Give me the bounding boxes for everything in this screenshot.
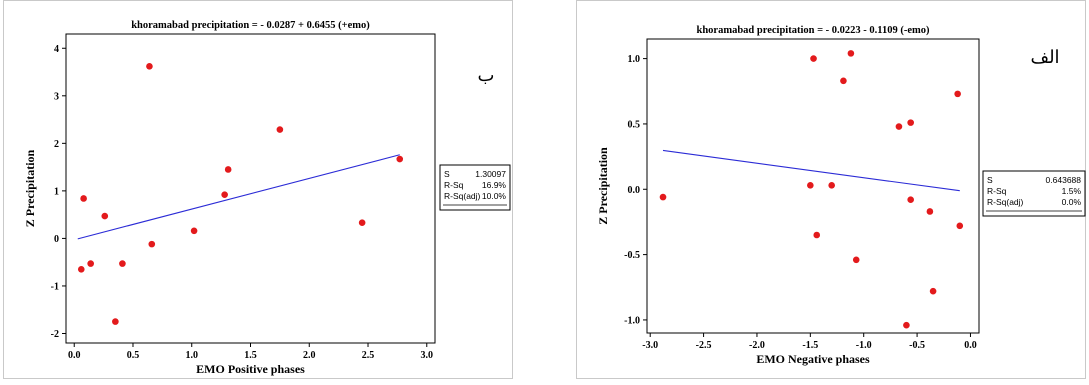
data-point xyxy=(929,287,937,295)
stats-label: S xyxy=(987,175,993,185)
y-axis-label: Z Precipitation xyxy=(596,147,610,225)
stats-label: R-Sq(adj) xyxy=(987,197,1024,207)
y-tick-label: -2 xyxy=(51,329,59,340)
data-point xyxy=(840,77,847,85)
data-point xyxy=(221,191,228,198)
x-tick-label: 2.0 xyxy=(303,350,316,361)
chart-panel-right: khoramabad precipitation = - 0.0223 - 0.… xyxy=(576,0,1086,379)
y-tick-label: 2 xyxy=(54,139,59,150)
data-point xyxy=(112,318,119,325)
data-point xyxy=(813,231,821,239)
stats-box xyxy=(439,164,511,211)
plot-area xyxy=(65,33,436,344)
x-tick-label: 1.5 xyxy=(244,350,257,361)
data-point xyxy=(659,193,667,201)
data-point xyxy=(80,195,87,202)
data-point xyxy=(895,123,903,130)
panel-letter: ب xyxy=(478,65,495,85)
stats-value: 10.0% xyxy=(482,191,507,201)
y-tick-label: 3 xyxy=(54,91,59,102)
x-tick-label: 0.5 xyxy=(127,350,140,361)
scatter-chart-left: khoramabad precipitation = - 0.0287 + 0.… xyxy=(23,20,511,376)
data-point xyxy=(77,266,85,273)
x-tick-label: 0.0 xyxy=(964,340,977,351)
data-point xyxy=(903,321,910,329)
x-tick-label: 1.0 xyxy=(185,350,198,361)
stats-value: 1.5% xyxy=(1062,186,1082,196)
stats-value: 16.9% xyxy=(482,180,507,190)
regression-line xyxy=(77,154,400,240)
x-tick-label: -1.0 xyxy=(856,340,872,351)
stats-value: 1.30097 xyxy=(475,169,506,179)
stats-label: R-Sq xyxy=(987,186,1007,196)
data-point xyxy=(907,196,914,204)
x-tick-label: -0.5 xyxy=(909,340,925,351)
data-point xyxy=(119,260,126,267)
chart-title: khoramabad precipitation = - 0.0287 + 0.… xyxy=(131,20,370,31)
x-axis-label: EMO Negative phases xyxy=(756,352,870,366)
y-axis-label: Z Precipitation xyxy=(23,149,37,227)
stats-label: R-Sq xyxy=(444,180,464,190)
y-tick-label: -1.0 xyxy=(624,315,640,326)
y-tick-label: 0 xyxy=(54,234,59,245)
y-tick-label: -1 xyxy=(51,281,59,292)
data-point xyxy=(87,260,94,267)
panel-letter: الف xyxy=(1030,47,1059,67)
chart-panel-left: khoramabad precipitation = - 0.0287 + 0.… xyxy=(3,0,513,379)
data-point xyxy=(807,182,814,189)
data-point xyxy=(148,240,156,248)
x-axis-label: EMO Positive phases xyxy=(196,362,305,376)
y-tick-label: 1 xyxy=(54,186,59,197)
y-tick-label: 0.5 xyxy=(628,119,641,130)
x-tick-label: -3.0 xyxy=(642,340,658,351)
regression-line xyxy=(662,149,960,192)
data-point xyxy=(847,50,855,57)
x-tick-label: -2.5 xyxy=(696,340,712,351)
data-point xyxy=(956,222,964,230)
data-point xyxy=(926,208,934,215)
data-point xyxy=(810,55,817,62)
y-tick-label: 4 xyxy=(54,44,59,55)
data-point xyxy=(190,227,198,235)
stats-label: S xyxy=(444,169,450,179)
data-point xyxy=(907,119,914,126)
x-tick-label: -1.5 xyxy=(802,340,818,351)
scatter-chart-right: khoramabad precipitation = - 0.0223 - 0.… xyxy=(596,25,1086,366)
stats-box xyxy=(982,170,1086,217)
x-tick-label: 0.0 xyxy=(68,350,81,361)
stats-label: R-Sq(adj) xyxy=(444,191,481,201)
y-tick-label: 0.0 xyxy=(628,185,641,196)
data-point xyxy=(852,256,860,264)
data-point xyxy=(146,63,153,70)
y-tick-label: -0.5 xyxy=(624,250,640,261)
x-tick-label: 2.5 xyxy=(362,350,375,361)
stats-value: 0.0% xyxy=(1062,197,1082,207)
data-point xyxy=(101,212,109,220)
stats-value: 0.643688 xyxy=(1046,175,1082,185)
data-point xyxy=(396,155,404,163)
x-tick-label: -2.0 xyxy=(749,340,765,351)
chart-title: khoramabad precipitation = - 0.0223 - 0.… xyxy=(697,25,930,36)
data-point xyxy=(954,90,961,98)
data-point xyxy=(358,219,366,227)
y-tick-label: 1.0 xyxy=(628,54,641,65)
data-point xyxy=(224,166,232,173)
data-point xyxy=(276,126,284,133)
data-point xyxy=(828,182,835,189)
x-tick-label: 3.0 xyxy=(421,350,434,361)
